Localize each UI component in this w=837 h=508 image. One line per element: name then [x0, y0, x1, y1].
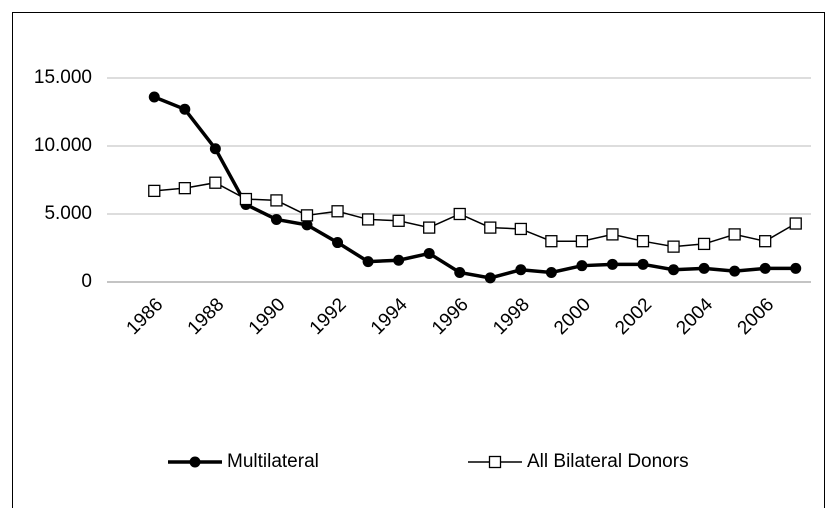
x-tick-label: 1990	[245, 294, 290, 339]
x-tick-label: 1992	[306, 294, 351, 339]
data-point	[790, 262, 802, 274]
data-point	[514, 222, 527, 236]
data-point	[637, 258, 649, 270]
data-point	[331, 205, 344, 218]
x-tick-label: 2000	[550, 294, 595, 339]
series-line	[153, 95, 796, 280]
data-point	[545, 266, 557, 278]
legend-label: Multilateral	[227, 451, 319, 472]
x-tick-label: 1994	[367, 294, 412, 339]
x-tick-label: 2002	[611, 294, 656, 339]
data-point	[239, 192, 253, 206]
data-point	[270, 194, 283, 207]
chart-border	[12, 12, 825, 508]
data-point	[667, 240, 680, 253]
data-point	[545, 235, 558, 248]
x-tick-label: 1988	[184, 294, 229, 339]
data-point	[362, 256, 374, 268]
data-point	[270, 213, 282, 225]
y-tick-label: 10.000	[34, 135, 92, 156]
x-tick-label: 2006	[734, 294, 779, 339]
data-point	[300, 209, 314, 222]
data-point	[697, 237, 711, 251]
data-point	[698, 262, 710, 274]
data-point	[209, 176, 222, 189]
data-point	[759, 262, 771, 274]
data-point	[729, 265, 741, 277]
data-point	[606, 258, 618, 270]
data-point	[392, 214, 405, 227]
data-point	[728, 228, 741, 241]
data-point	[454, 266, 466, 278]
data-point	[179, 103, 191, 115]
data-point	[789, 217, 802, 230]
data-point	[484, 272, 496, 284]
data-point	[148, 91, 160, 103]
data-point	[484, 221, 497, 234]
data-point	[361, 213, 375, 226]
data-point	[423, 221, 436, 234]
x-tick-label: 1996	[428, 294, 473, 339]
data-point	[606, 228, 619, 241]
data-point	[209, 143, 221, 155]
data-point	[148, 184, 161, 198]
data-point	[332, 237, 344, 249]
data-point	[301, 219, 313, 231]
data-point	[178, 182, 191, 195]
y-tick-label: 15.000	[34, 67, 92, 88]
legend-marker	[189, 456, 201, 468]
legend-marker	[488, 455, 502, 469]
data-point	[423, 247, 435, 259]
data-point	[576, 260, 588, 272]
data-point	[759, 235, 772, 248]
data-point	[575, 235, 589, 248]
x-tick-label: 1986	[123, 294, 168, 339]
y-tick-label: 5.000	[44, 203, 92, 224]
series-line	[154, 181, 797, 248]
data-point	[393, 254, 405, 266]
data-point	[453, 207, 466, 221]
legend-label: All Bilateral Donors	[527, 451, 689, 472]
data-point	[668, 264, 680, 276]
x-tick-label: 2004	[672, 294, 717, 339]
data-point	[515, 264, 527, 276]
data-point	[636, 235, 650, 248]
x-tick-label: 1998	[489, 294, 534, 339]
y-tick-label: 0	[81, 271, 92, 292]
